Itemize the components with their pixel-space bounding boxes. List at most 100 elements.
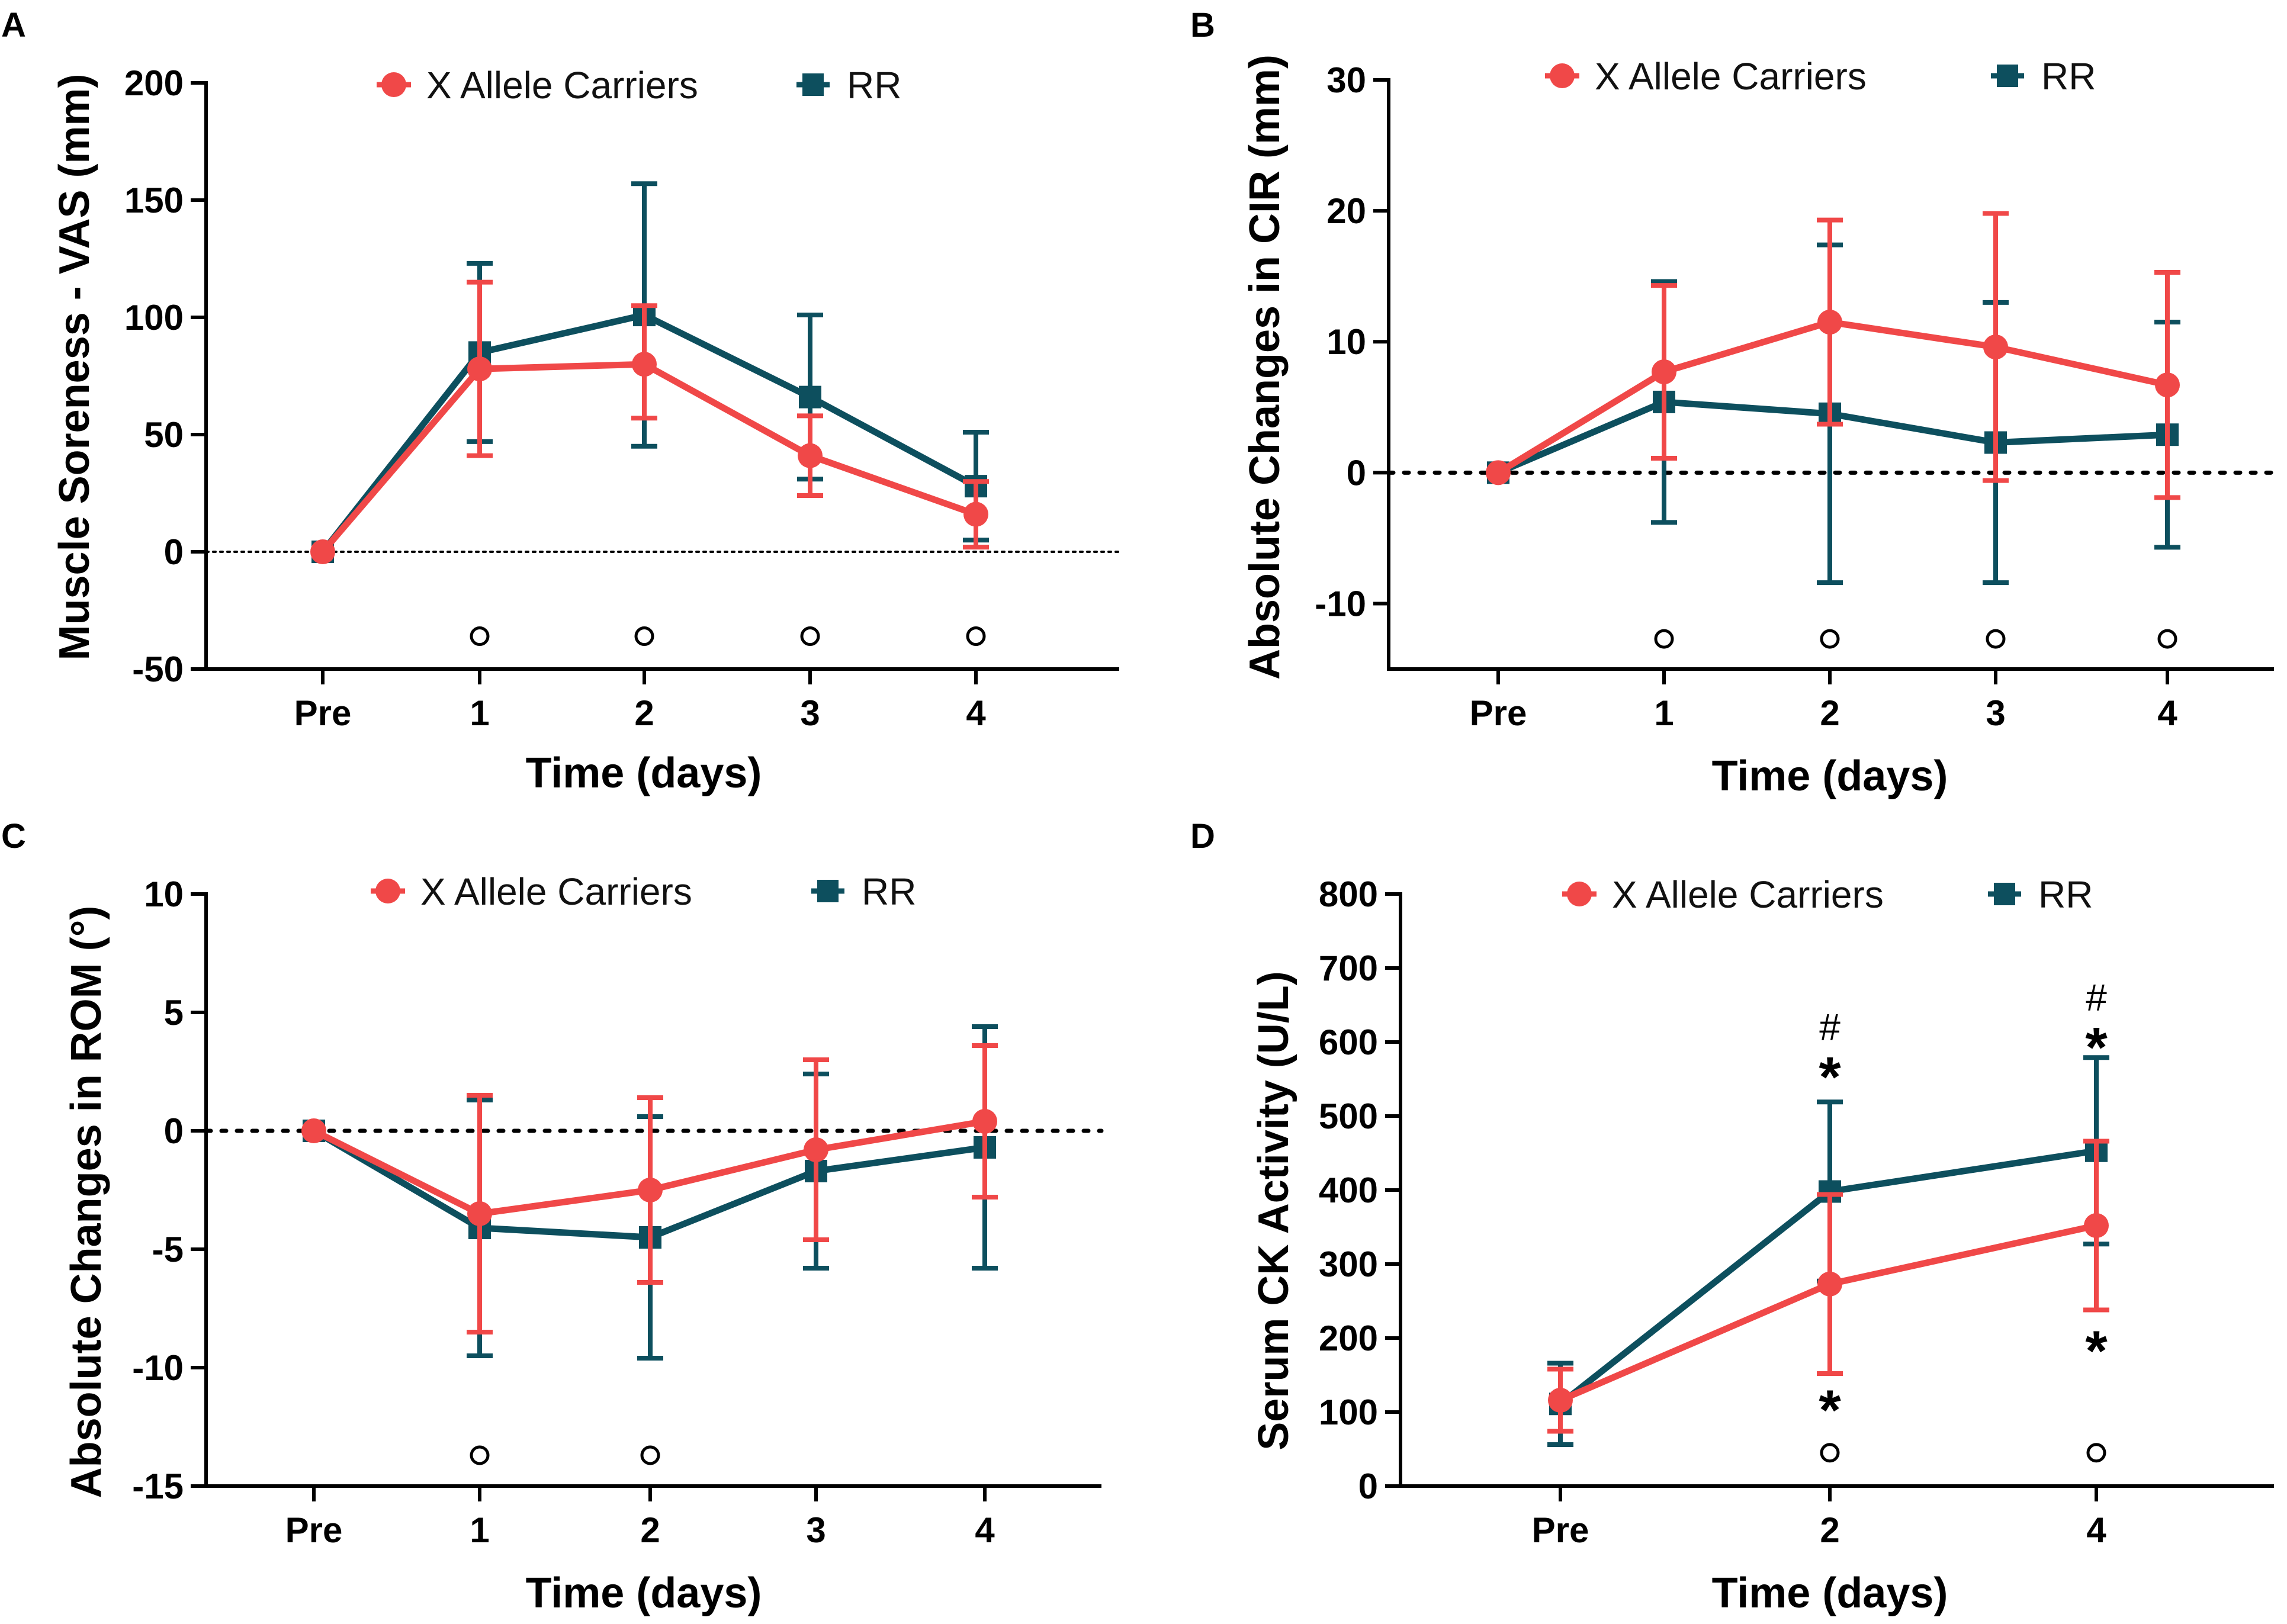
legend-x-allele-label-b: X Allele Carriers — [1595, 55, 1867, 98]
panel-d-annotation-asterisk: * — [1819, 1046, 1841, 1109]
panel-a-y-tick-label: 50 — [144, 415, 184, 455]
panel-d-y-tick-label: 100 — [1319, 1393, 1378, 1432]
panel-b-x-allele-point — [1486, 460, 1511, 485]
panel-b-annotation-circle — [1654, 629, 1674, 649]
panel-b-x-allele-point — [1983, 335, 2008, 360]
panel-d-annotation-circle — [2086, 1443, 2106, 1463]
legend-rr-label-a: RR — [847, 64, 901, 107]
panel-d-y-axis-title: Serum CK Activity (U/L) — [1250, 971, 1297, 1450]
panel-d-y-tick-label: 800 — [1319, 874, 1378, 914]
panel-c-x-allele-point — [804, 1137, 828, 1162]
legend-rr-marker-d — [1994, 883, 2015, 905]
panel-c-x-allele-point — [301, 1118, 326, 1143]
panel-a-x-tick-label: Pre — [294, 693, 352, 733]
panel-c-annotation-circle — [470, 1445, 490, 1465]
panel-a-x-tick-label: 2 — [634, 693, 654, 733]
panel-d-x-allele-point — [2084, 1213, 2109, 1238]
panel-c-plot: -15 -10 -5 0 5 10 Pre 1 2 3 4 — [132, 874, 1104, 1550]
panel-a-y-tick-label: 150 — [124, 181, 184, 220]
panel-b-annotation-circle — [1820, 629, 1840, 649]
panel-c-legend: X Allele Carriers RR — [371, 870, 916, 913]
panel-b-x-tick-label: Pre — [1470, 693, 1527, 733]
panel-a-x-axis-title: Time (days) — [526, 750, 762, 797]
panel-c-annotation-circle — [640, 1445, 660, 1465]
panel-d-x-tick-label: 2 — [1820, 1510, 1839, 1550]
legend-x-allele-label-c: X Allele Carriers — [420, 870, 692, 913]
panel-b-annotation-circle — [1986, 629, 2006, 649]
panel-c-x-tick-label: 2 — [640, 1510, 660, 1550]
panel-d-y-tick-label: 600 — [1319, 1022, 1378, 1062]
legend-rr-marker-a — [802, 73, 824, 96]
panel-c-x-tick-label: 1 — [470, 1510, 489, 1550]
panel-d-x-allele-point — [1817, 1271, 1842, 1297]
panel-b-x-allele-point — [1817, 310, 1842, 335]
panel-c-y-axis-title: Absolute Changes in ROM (°) — [63, 906, 110, 1498]
panel-d-y-tick-label: 0 — [1358, 1467, 1378, 1506]
panel-c-y-tick-label: 10 — [144, 874, 184, 914]
panel-c-x-allele-point — [638, 1178, 663, 1202]
panel-b-x-allele-series-line — [1496, 319, 2169, 476]
legend-x-allele-label-d: X Allele Carriers — [1612, 873, 1884, 916]
legend-x-allele-marker-c — [375, 879, 400, 903]
panel-c-x-axis-title: Time (days) — [526, 1570, 762, 1617]
panel-b-y-axis-title: Absolute Changes in CIR (mm) — [1241, 54, 1289, 680]
panel-d-x-tick-label: 4 — [2086, 1510, 2106, 1550]
panel-b-x-tick-label: 3 — [1986, 693, 2005, 733]
panel-a-x-allele-point — [467, 356, 492, 382]
panel-d-y-tick-label: 400 — [1319, 1170, 1378, 1210]
panel-b-x-allele-point — [1652, 359, 1676, 385]
panel-d-x-axis-title: Time (days) — [1712, 1570, 1948, 1617]
panel-a-y-tick-label: 100 — [124, 298, 184, 337]
panel-b-x-axis-title: Time (days) — [1712, 752, 1948, 800]
panel-a-x-allele-point — [963, 501, 988, 527]
panel-a-annotation-circle — [470, 626, 490, 647]
panel-a-y-tick-label: 0 — [164, 532, 184, 572]
panel-b-plot: -10 0 10 20 30 Pre 1 2 3 4 — [1315, 60, 2276, 733]
panel-a-x-allele-point — [632, 352, 657, 377]
panel-c-y-tick-label: -10 — [132, 1348, 184, 1388]
panel-d-annotation-hash: # — [1819, 1006, 1840, 1049]
panel-label-a: A — [1, 6, 26, 44]
panel-d-y-tick-label: 500 — [1319, 1096, 1378, 1136]
panel-d-x-allele-point — [1548, 1388, 1573, 1413]
panel-label-c: C — [1, 817, 26, 856]
panel-a-x-allele-series-line — [320, 361, 977, 554]
panel-c-x-tick-label: 3 — [806, 1510, 825, 1550]
panel-c-y-tick-label: -15 — [132, 1467, 184, 1506]
panel-d-annotation-asterisk: * — [2085, 1320, 2108, 1383]
panel-a-rr-point — [799, 385, 821, 409]
panel-a-x-tick-label: 4 — [966, 693, 986, 733]
legend-x-allele-label-a: X Allele Carriers — [426, 64, 698, 107]
panel-a-y-tick-label: 200 — [124, 63, 184, 103]
panel-d-y-tick-label: 700 — [1319, 948, 1378, 988]
panel-a-y-axis-title: Muscle Soreness - VAS (mm) — [51, 74, 98, 661]
panel-b-x-tick-label: 2 — [1820, 693, 1839, 733]
legend-x-allele-marker-d — [1567, 882, 1592, 906]
panel-a-y-tick-label: -50 — [132, 649, 184, 689]
panel-d-y-tick-label: 200 — [1319, 1319, 1378, 1358]
panel-c-x-allele-point — [467, 1201, 492, 1226]
panel-b-y-tick-label: 10 — [1326, 322, 1366, 362]
panel-d-y-tick-label: 300 — [1319, 1244, 1378, 1284]
panel-c-y-tick-label: 5 — [164, 993, 184, 1033]
panel-c-y-tick-label: 0 — [164, 1111, 184, 1151]
panel-d-x-tick-label: Pre — [1532, 1510, 1589, 1550]
legend-rr-label-b: RR — [2041, 55, 2096, 98]
panel-b-legend: X Allele Carriers RR — [1545, 55, 2096, 98]
panel-b-x-allele-point — [2155, 372, 2180, 398]
panel-a-x-tick-label: 3 — [800, 693, 820, 733]
panel-a-annotation-circle — [634, 626, 654, 647]
legend-x-allele-marker-a — [381, 72, 406, 97]
legend-rr-marker-c — [817, 880, 839, 902]
legend-rr-label-d: RR — [2038, 873, 2093, 916]
panel-b-y-tick-label: -10 — [1315, 584, 1366, 623]
panel-d-annotation-asterisk: * — [2085, 1016, 2108, 1079]
panel-b-x-tick-label: 1 — [1654, 693, 1674, 733]
panel-a-x-allele-point — [798, 443, 823, 468]
panel-a-annotation-circle — [966, 626, 986, 647]
panel-b-y-tick-label: 0 — [1347, 453, 1366, 493]
panel-b-annotation-circle — [2157, 629, 2177, 649]
panel-c-x-allele-point — [972, 1109, 997, 1134]
